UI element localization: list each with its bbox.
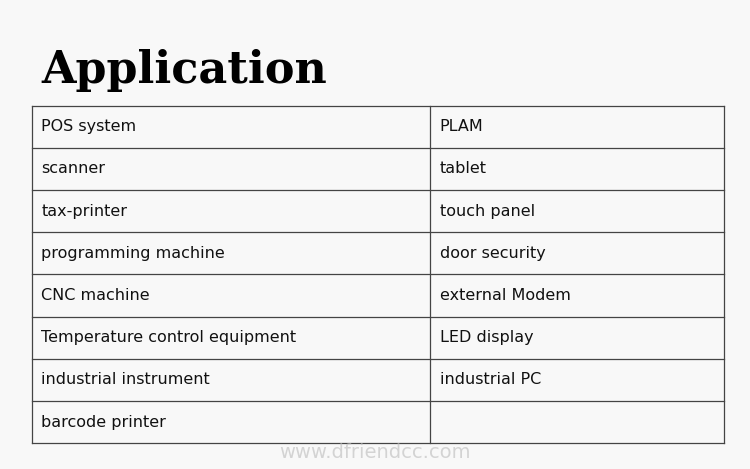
Text: industrial instrument: industrial instrument [41,372,210,387]
Text: tablet: tablet [440,161,487,176]
Text: door security: door security [440,246,545,261]
Text: programming machine: programming machine [41,246,225,261]
Text: Application: Application [41,49,327,92]
Text: www.dfriendcc.com: www.dfriendcc.com [279,443,471,462]
Text: industrial PC: industrial PC [440,372,541,387]
Text: PLAM: PLAM [440,119,483,134]
Text: scanner: scanner [41,161,105,176]
Text: POS system: POS system [41,119,136,134]
Text: touch panel: touch panel [440,204,535,219]
Text: LED display: LED display [440,330,533,345]
Text: Temperature control equipment: Temperature control equipment [41,330,296,345]
Text: tax-printer: tax-printer [41,204,128,219]
Text: external Modem: external Modem [440,288,570,303]
Text: barcode printer: barcode printer [41,415,166,430]
Text: CNC machine: CNC machine [41,288,150,303]
